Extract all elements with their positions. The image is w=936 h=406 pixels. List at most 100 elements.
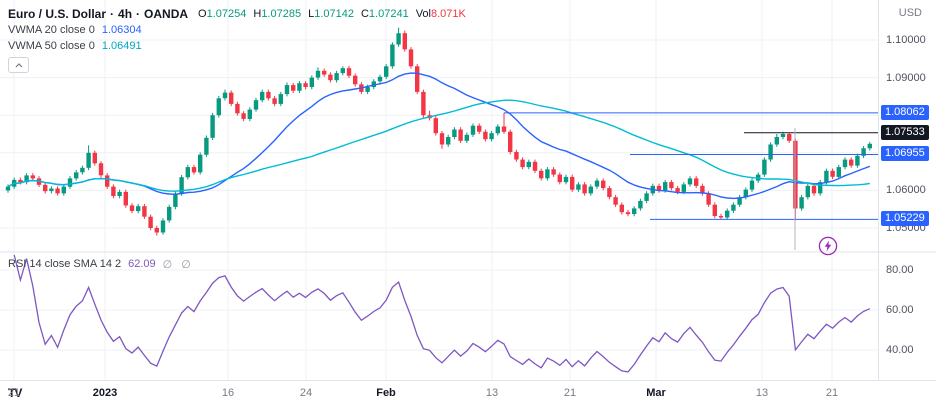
candle-down xyxy=(700,185,705,194)
candle-up xyxy=(185,167,190,178)
candle-down xyxy=(346,68,352,76)
time-axis-label: 13 xyxy=(755,387,769,399)
volume-label: Vol xyxy=(415,7,431,20)
candle-up xyxy=(365,87,370,92)
candle-down xyxy=(154,228,159,233)
time-axis-label: 13 xyxy=(485,387,499,399)
candle-up xyxy=(160,220,166,233)
candle-up xyxy=(198,154,203,173)
candle-down xyxy=(123,191,128,206)
candle-down xyxy=(718,216,724,218)
candle-down xyxy=(235,103,240,114)
time-axis-label: 21 xyxy=(7,387,21,399)
candle-down xyxy=(508,131,513,152)
candle-down xyxy=(613,197,618,205)
candle-up xyxy=(687,178,693,185)
vwma50-legend-row[interactable]: VWMA 50 close 0 1.06491 xyxy=(8,38,466,54)
candle-down xyxy=(557,174,562,183)
vwma20-line[interactable] xyxy=(7,72,871,200)
candle-up xyxy=(470,125,476,135)
candle-down xyxy=(111,186,116,196)
candle-up xyxy=(284,85,290,95)
chevron-up-icon xyxy=(15,62,22,67)
close-value: 1.07241 xyxy=(368,7,409,20)
candle-down xyxy=(477,125,482,132)
candle-down xyxy=(539,170,544,179)
candle-down xyxy=(142,206,147,217)
tradingview-logo[interactable]: TV xyxy=(8,386,22,400)
vwma20-legend-row[interactable]: VWMA 20 close 0 1.06304 xyxy=(8,22,466,38)
candle-down xyxy=(501,126,507,132)
price-level-badge: 1.07533 xyxy=(881,125,929,140)
collapse-indicators-button[interactable] xyxy=(8,57,29,73)
candles xyxy=(5,27,872,236)
rsi-tick-label: 60.00 xyxy=(886,304,914,316)
symbol-title[interactable]: Euro / U.S. Dollar xyxy=(8,6,107,21)
price-level-badge: 1.05229 xyxy=(881,211,929,226)
candle-up xyxy=(117,191,122,196)
candle-down xyxy=(656,185,662,191)
candle-up xyxy=(594,180,600,187)
vwma50-line[interactable] xyxy=(7,99,870,192)
candle-up xyxy=(210,115,215,138)
candle-up xyxy=(167,206,172,221)
candle-up xyxy=(768,144,773,160)
candle-up xyxy=(80,167,85,173)
candle-up xyxy=(216,98,221,116)
candle-up xyxy=(24,175,29,183)
open-value: 1.07254 xyxy=(206,7,247,20)
candle-up xyxy=(563,176,569,183)
candle-up xyxy=(136,206,141,212)
rsi-line[interactable] xyxy=(13,254,871,373)
candle-up xyxy=(737,197,742,205)
symbol-legend-row[interactable]: Euro / U.S. Dollar · 4h · OANDA O 1.07254… xyxy=(8,5,466,22)
candle-up xyxy=(749,180,755,190)
candle-up xyxy=(632,208,637,214)
candle-down xyxy=(607,188,612,198)
candle-down xyxy=(98,163,104,176)
candle-down xyxy=(266,91,271,99)
separator-dot: · xyxy=(110,6,115,21)
currency-label: USD xyxy=(898,7,922,19)
candle-down xyxy=(291,85,296,91)
candle-up xyxy=(663,182,668,191)
rsi-legend-row[interactable]: RSI 14 close SMA 14 2 62.09 ∅ ∅ xyxy=(8,256,194,272)
rsi-tick-label: 40.00 xyxy=(886,344,914,356)
candle-down xyxy=(849,159,854,166)
candle-up xyxy=(204,137,209,155)
candle-up xyxy=(762,159,767,175)
candle-up xyxy=(495,126,500,134)
time-axis[interactable]: TV 21 2023 16 24 Feb 13 21 Mar 13 21 xyxy=(0,380,936,406)
candle-up xyxy=(446,137,451,145)
price-level-badge: 1.08062 xyxy=(881,105,929,120)
close-label: C xyxy=(360,7,369,20)
candle-up xyxy=(67,178,73,187)
candle-up xyxy=(309,77,314,87)
candle-up xyxy=(371,81,376,87)
candle-up xyxy=(384,66,389,77)
time-axis-label: Feb xyxy=(376,387,396,399)
candle-up xyxy=(377,76,383,82)
candle-down xyxy=(830,170,835,177)
candle-down xyxy=(669,182,674,189)
candle-down xyxy=(458,129,463,141)
candle-up xyxy=(799,197,804,209)
candle-down xyxy=(601,180,606,189)
candle-down xyxy=(241,113,246,119)
candle-down xyxy=(322,70,327,75)
low-value: 1.07142 xyxy=(314,7,354,20)
price-axis[interactable]: 1.10000 1.09000 1.06000 1.05000 80.00 60.00 40… xyxy=(878,0,936,380)
candle-down xyxy=(619,204,624,213)
time-axis-label: Mar xyxy=(646,387,666,399)
candle-up xyxy=(247,109,252,119)
candle-up xyxy=(731,204,736,211)
time-axis-label: 24 xyxy=(299,387,313,399)
low-label: L xyxy=(308,7,315,20)
candle-up xyxy=(774,137,779,145)
candle-up xyxy=(74,172,79,179)
quick-trade-button[interactable] xyxy=(818,236,838,256)
candle-up xyxy=(780,134,786,137)
interval-label[interactable]: 4h xyxy=(118,6,133,21)
